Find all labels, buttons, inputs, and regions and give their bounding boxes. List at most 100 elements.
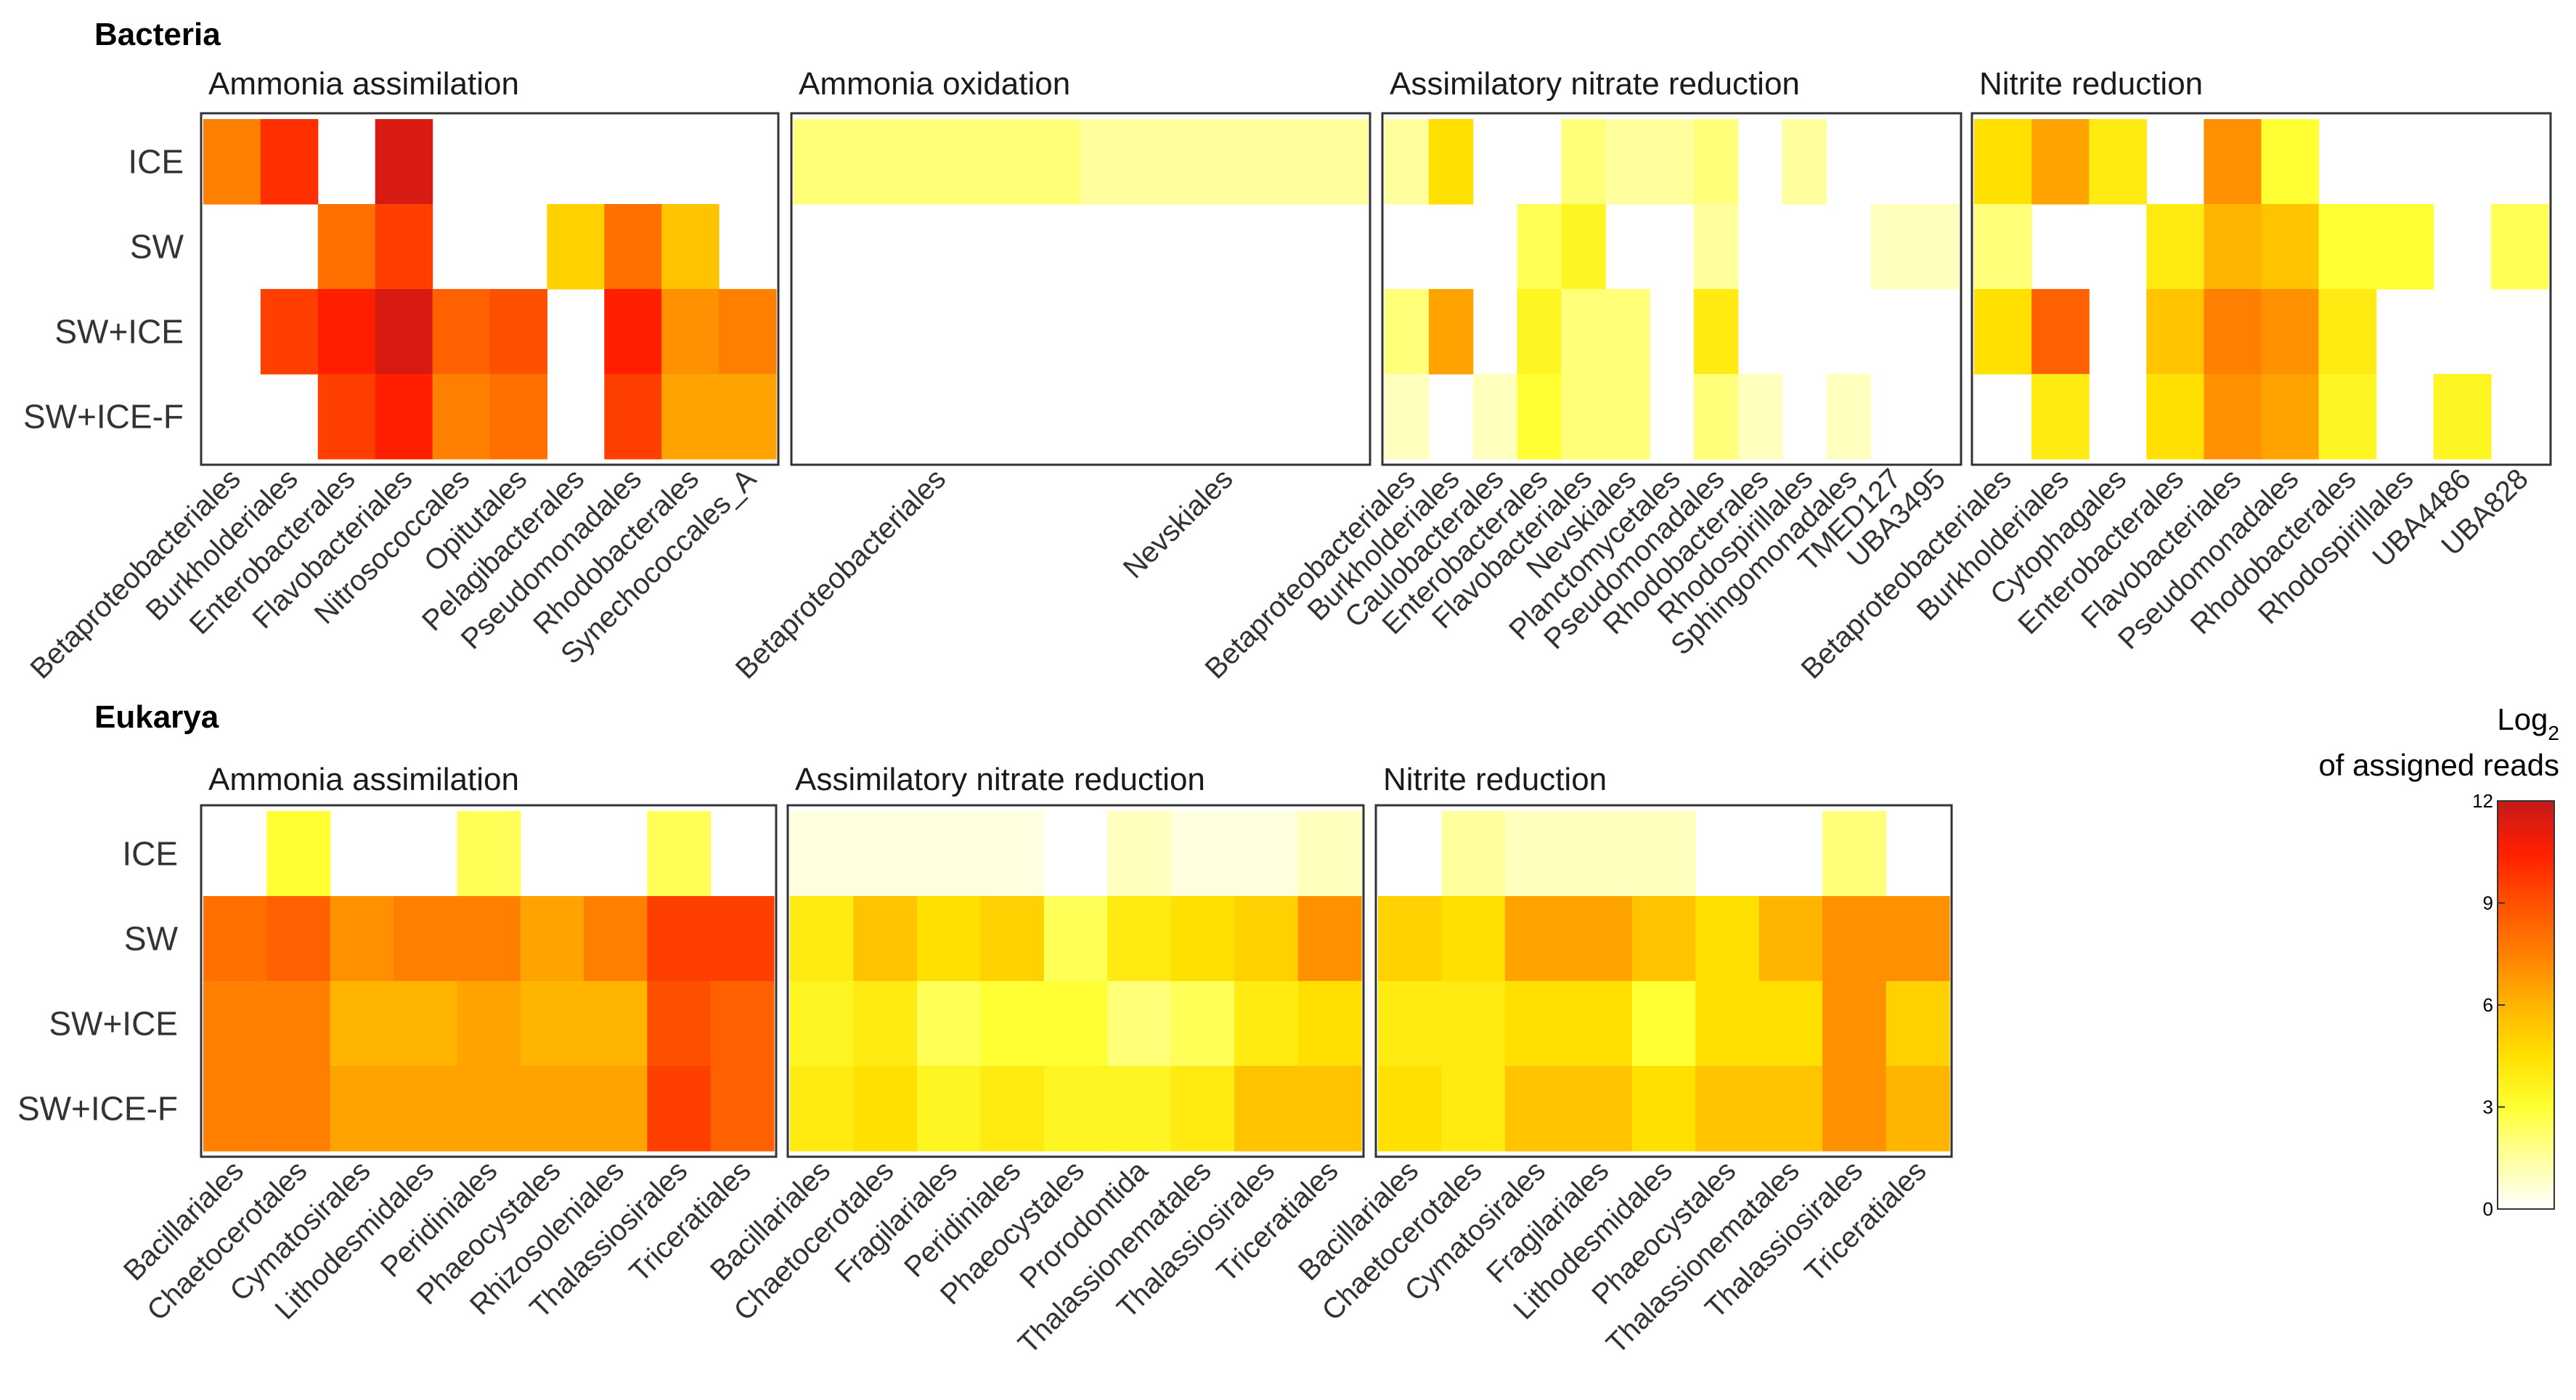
heatmap-cell bbox=[1695, 981, 1760, 1067]
heatmap-cell bbox=[520, 1066, 584, 1152]
heatmap-cell bbox=[1758, 896, 1823, 982]
section-title: Eukarya bbox=[94, 699, 219, 735]
heatmap-cell bbox=[260, 119, 319, 205]
heatmap-cell bbox=[1693, 374, 1739, 460]
heatmap-cell bbox=[2146, 289, 2204, 375]
row-label: ICE bbox=[128, 143, 184, 181]
heatmap-cell bbox=[2146, 374, 2204, 460]
heatmap-cell bbox=[1504, 811, 1569, 897]
heatmap-cell bbox=[1568, 1066, 1633, 1152]
heatmap-cell bbox=[1297, 896, 1362, 982]
heatmap-cell bbox=[1631, 896, 1696, 982]
panel-title: Ammonia assimilation bbox=[208, 762, 519, 797]
heatmap-cell bbox=[266, 811, 331, 897]
heatmap-cell bbox=[547, 204, 605, 290]
heatmap-cell bbox=[375, 204, 433, 290]
heatmap-cell bbox=[1886, 1066, 1950, 1152]
heatmap-cell bbox=[1043, 981, 1108, 1067]
heatmap-cell bbox=[1693, 289, 1739, 375]
row-label: SW bbox=[130, 228, 184, 266]
heatmap-cell bbox=[1385, 119, 1430, 205]
heatmap-cell bbox=[2204, 289, 2262, 375]
heatmap-cell bbox=[1822, 896, 1887, 982]
panel-nitrite-reduction: Nitrite reductionBacillarialesChaetocero… bbox=[1292, 762, 1953, 1360]
heatmap-cell bbox=[457, 981, 521, 1067]
heatmap-cell bbox=[1886, 981, 1950, 1067]
heatmap-cell bbox=[2031, 289, 2090, 375]
heatmap-cell bbox=[1385, 289, 1430, 375]
column-label: Nevskiales bbox=[1117, 463, 1239, 585]
heatmap-cell bbox=[1758, 1066, 1823, 1152]
heatmap-cell bbox=[794, 119, 1082, 205]
heatmap-cell bbox=[1107, 981, 1172, 1067]
heatmap-cell bbox=[375, 119, 433, 205]
panel-frame bbox=[790, 112, 1371, 466]
heatmap-cell bbox=[1504, 1066, 1569, 1152]
row-label: ICE bbox=[122, 835, 178, 873]
heatmap-cell bbox=[2261, 374, 2320, 460]
colorbar-tick-label: 6 bbox=[2483, 994, 2493, 1016]
heatmap-cell bbox=[203, 896, 267, 982]
heatmap-cell bbox=[1695, 1066, 1760, 1152]
heatmap-cell bbox=[1605, 374, 1650, 460]
colorbar-legend: Log2 of assigned reads 0 3 6 9 12 bbox=[2318, 702, 2559, 1220]
heatmap-cell bbox=[2031, 119, 2090, 205]
heatmap-cell bbox=[647, 896, 712, 982]
heatmap-cell bbox=[661, 289, 720, 375]
panel-title: Ammonia oxidation bbox=[799, 66, 1070, 102]
heatmap-cell bbox=[520, 896, 584, 982]
heatmap-cell bbox=[980, 811, 1045, 897]
heatmap-cell bbox=[790, 1066, 855, 1152]
heatmap-cell bbox=[1561, 204, 1606, 290]
heatmap-cell bbox=[330, 1066, 394, 1152]
heatmap-cell bbox=[1441, 811, 1506, 897]
heatmap-cell bbox=[1561, 119, 1606, 205]
heatmap-cell bbox=[1504, 896, 1569, 982]
heatmap-cell bbox=[457, 811, 521, 897]
heatmap-cell bbox=[2146, 204, 2204, 290]
heatmap-cell bbox=[790, 811, 855, 897]
heatmap-cell bbox=[489, 374, 547, 460]
heatmap-cell bbox=[710, 896, 775, 982]
heatmap-cell bbox=[710, 981, 775, 1067]
heatmap-cell bbox=[2318, 204, 2377, 290]
heatmap-cell bbox=[916, 896, 981, 982]
colorbar-title: Log2 bbox=[2497, 702, 2559, 744]
row-label: SW+ICE-F bbox=[23, 398, 184, 436]
row-label: SW bbox=[124, 920, 179, 958]
heatmap-cell bbox=[1605, 119, 1650, 205]
heatmap-cell bbox=[1915, 204, 1960, 290]
heatmap-cell bbox=[1822, 981, 1887, 1067]
colorbar-tick-label: 9 bbox=[2483, 892, 2493, 914]
heatmap-cell bbox=[1170, 896, 1235, 982]
heatmap-cell bbox=[2031, 374, 2090, 460]
heatmap-cell bbox=[2376, 204, 2434, 290]
heatmap-cell bbox=[853, 896, 918, 982]
column-label: Betaproteobacteriales bbox=[730, 463, 952, 685]
heatmap-cell bbox=[1782, 119, 1827, 205]
heatmap-cell bbox=[2318, 289, 2377, 375]
heatmap-cell bbox=[1170, 1066, 1235, 1152]
panel-ammonia-assimilation: Ammonia assimilationBacillarialesChaetoc… bbox=[118, 762, 778, 1327]
heatmap-cell bbox=[203, 981, 267, 1067]
heatmap-cell bbox=[375, 289, 433, 375]
heatmap-cell bbox=[1822, 1066, 1887, 1152]
heatmap-cell bbox=[916, 811, 981, 897]
heatmap-cell bbox=[1107, 811, 1172, 897]
heatmap-cell bbox=[604, 374, 662, 460]
heatmap-cell bbox=[584, 1066, 648, 1152]
heatmap-cell bbox=[317, 204, 376, 290]
heatmap-cell bbox=[266, 896, 331, 982]
colorbar-title-sub: 2 bbox=[2548, 722, 2559, 744]
heatmap-cell bbox=[604, 204, 662, 290]
panel-title: Nitrite reduction bbox=[1979, 66, 2203, 102]
panel-frame bbox=[786, 804, 1365, 1158]
heatmap-cell bbox=[432, 374, 491, 460]
heatmap-cell bbox=[661, 374, 720, 460]
heatmap-cell bbox=[1568, 981, 1633, 1067]
heatmap-cell bbox=[1504, 981, 1569, 1067]
colorbar-tick-label: 3 bbox=[2483, 1096, 2493, 1118]
heatmap-cell bbox=[1974, 119, 2032, 205]
